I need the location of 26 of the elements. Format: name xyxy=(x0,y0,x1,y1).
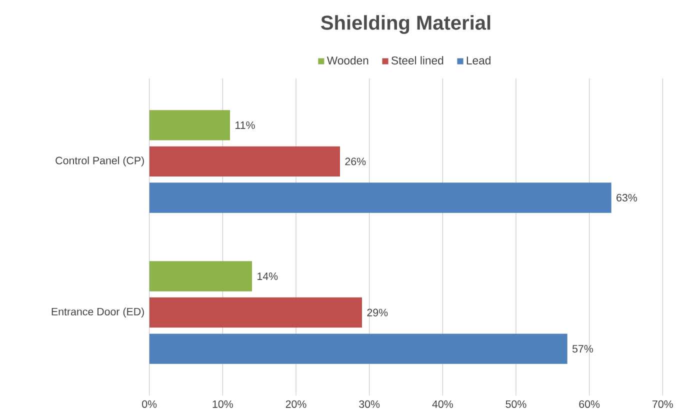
bar xyxy=(149,261,252,292)
x-tick-label: 70% xyxy=(652,400,673,408)
data-label: 63% xyxy=(616,194,637,202)
chart-title: Shielding Material xyxy=(321,15,490,34)
y-tick-label: Entrance Door (ED) xyxy=(52,308,144,318)
x-tick-label: 60% xyxy=(579,400,600,408)
data-label: 11% xyxy=(236,121,255,129)
x-tick-label: 20% xyxy=(286,400,306,408)
legend-label: Steel lined xyxy=(391,56,444,64)
x-tick-label: 10% xyxy=(212,400,233,408)
legend-label: Lead xyxy=(466,56,490,64)
data-label: 14% xyxy=(258,272,278,280)
bar xyxy=(149,146,340,177)
data-label: 26% xyxy=(345,158,366,166)
x-tick-label: 50% xyxy=(506,400,526,408)
bar xyxy=(149,334,568,364)
bar xyxy=(149,182,612,213)
y-tick-label: Control Panel (CP) xyxy=(56,156,144,166)
x-tick-label: 0% xyxy=(142,400,157,408)
data-label: 29% xyxy=(367,308,388,316)
x-tick-label: 40% xyxy=(432,400,453,408)
data-label: 57% xyxy=(572,345,593,353)
legend-label: Wooden xyxy=(326,56,368,64)
bar xyxy=(149,297,362,328)
bar xyxy=(149,110,230,140)
x-tick-label: 30% xyxy=(359,400,380,408)
